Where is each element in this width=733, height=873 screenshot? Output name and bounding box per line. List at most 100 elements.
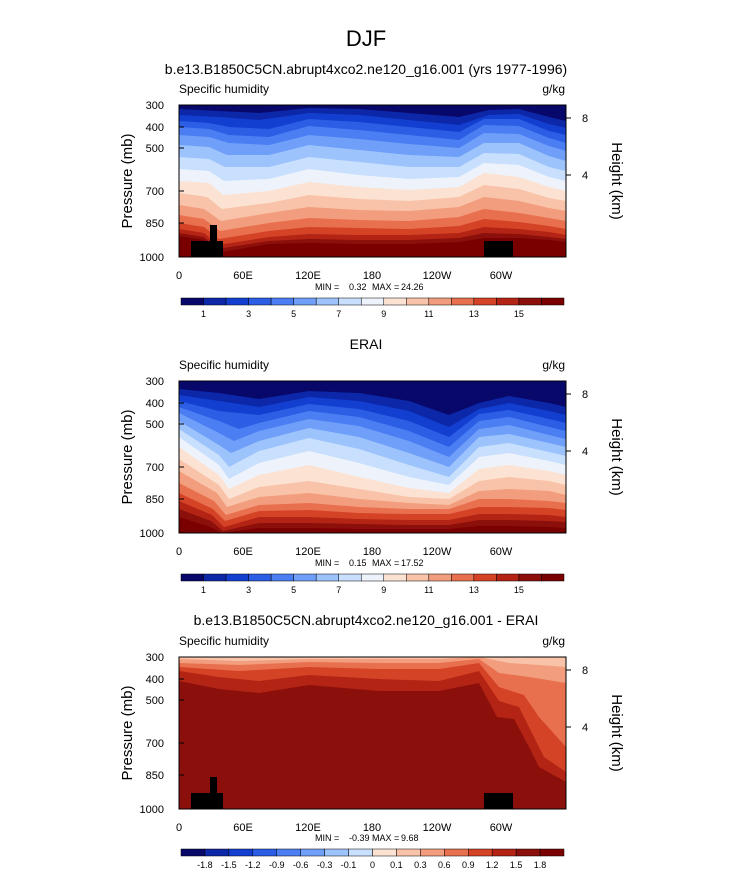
y-axis-label: Pressure (mb) (119, 409, 136, 504)
max-value: 9.68 (401, 833, 419, 843)
topography-block (191, 793, 223, 809)
y2tick-4: 4 (582, 722, 588, 734)
xtick-180: 180 (363, 822, 381, 834)
colorbar-label: -1.8 (197, 860, 213, 870)
colorbar-label: -0.3 (317, 860, 333, 870)
colorbar-box (372, 848, 397, 857)
plot-area (178, 656, 567, 810)
colorbar-box (539, 848, 565, 857)
colorbar-label: -1.5 (221, 860, 237, 870)
ytick-1000: 1000 (140, 528, 164, 540)
y-ticks: 300 400 500 700 850 1000 (140, 652, 184, 816)
right-label: g/kg (542, 634, 565, 648)
ytick-300: 300 (146, 376, 164, 388)
xtick-60w: 60W (490, 270, 513, 282)
colorbar-box (451, 573, 475, 582)
colorbar-label: 1 (201, 585, 206, 595)
ytick-700: 700 (146, 186, 164, 198)
right-label: g/kg (542, 358, 565, 372)
colorbar-box (406, 573, 430, 582)
colorbar-box (293, 297, 317, 306)
colorbar-label: -0.6 (293, 860, 309, 870)
x-ticks: 0 60E 120E 180 120W 60W (176, 270, 513, 282)
y2-ticks: 8 4 (566, 389, 588, 458)
colorbar-box (225, 297, 249, 306)
colorbar-label: 1.5 (510, 860, 523, 870)
panel-erai: ERAI Specific humidity g/kg 300 400 500 … (119, 336, 625, 595)
y2tick-4: 4 (582, 446, 588, 458)
colorbar-label: 0.6 (438, 860, 451, 870)
colorbar-box (203, 573, 227, 582)
colorbar-box (348, 848, 373, 857)
xtick-120w: 120W (423, 270, 452, 282)
colorbar: 1 3 5 7 9 11 13 15 (180, 573, 565, 595)
y-ticks: 300 400 500 700 850 1000 (140, 100, 184, 264)
colorbar-box (473, 297, 497, 306)
colorbar-label: 13 (469, 309, 479, 319)
panel-title: b.e13.B1850C5CN.abrupt4xco2.ne120_g16.00… (165, 61, 567, 77)
y2tick-8: 8 (582, 389, 588, 401)
min-label: MIN = (315, 833, 339, 843)
colorbar-box (515, 848, 541, 857)
colorbar-box (473, 573, 497, 582)
y2-axis-label: Height (km) (608, 694, 625, 772)
min-label: MIN = (315, 282, 339, 292)
colorbar-box (228, 848, 254, 857)
colorbar-label: -0.1 (341, 860, 357, 870)
colorbar-label: -1.2 (245, 860, 261, 870)
xtick-0: 0 (176, 546, 182, 558)
colorbar-box (496, 573, 520, 582)
y2tick-8: 8 (582, 113, 588, 125)
max-value: 17.52 (401, 558, 424, 568)
colorbar-label: 0 (370, 860, 375, 870)
xtick-60e: 60E (233, 546, 253, 558)
panel-model: b.e13.B1850C5CN.abrupt4xco2.ne120_g16.00… (119, 61, 625, 319)
colorbar-label: 11 (424, 309, 433, 319)
colorbar-box (338, 573, 362, 582)
topography (191, 777, 513, 809)
xtick-120e: 120E (295, 822, 321, 834)
x-ticks: 0 60E 120E 180 120W 60W (176, 546, 513, 558)
ytick-1000: 1000 (140, 804, 164, 816)
xtick-60w: 60W (490, 822, 513, 834)
colorbar-box (293, 573, 317, 582)
colorbar-box (383, 297, 407, 306)
y-ticks: 300 400 500 700 850 1000 (140, 376, 184, 540)
colorbar-box (451, 297, 475, 306)
y2-axis-label: Height (km) (608, 142, 625, 220)
topography-block (191, 241, 223, 257)
colorbar-box (203, 297, 227, 306)
y2-ticks: 8 4 (566, 665, 588, 734)
xtick-180: 180 (363, 546, 381, 558)
min-max: MIN = -0.39 MAX = 9.68 (315, 833, 419, 843)
colorbar-box (270, 573, 294, 582)
xtick-180: 180 (363, 270, 381, 282)
contour-bands (179, 381, 566, 533)
panel-title: ERAI (350, 336, 383, 352)
ytick-700: 700 (146, 462, 164, 474)
xtick-0: 0 (176, 822, 182, 834)
colorbar-box (360, 297, 385, 306)
colorbar-box (428, 297, 452, 306)
max-label: MAX = (372, 282, 399, 292)
min-value: 0.15 (349, 558, 367, 568)
colorbar-label: 7 (336, 585, 341, 595)
colorbar-label: 11 (424, 585, 433, 595)
max-value: 24.26 (401, 282, 424, 292)
contour-band (179, 236, 566, 257)
topography-block (484, 241, 513, 257)
topography (191, 225, 513, 257)
colorbar-box (180, 848, 206, 857)
colorbar-box (541, 573, 565, 582)
ytick-500: 500 (146, 695, 164, 707)
plot-frame (178, 104, 567, 258)
y-axis-label: Pressure (mb) (119, 685, 136, 780)
ytick-400: 400 (146, 122, 164, 134)
ytick-500: 500 (146, 419, 164, 431)
y2tick-8: 8 (582, 665, 588, 677)
topography-spike (210, 777, 217, 795)
topography-block (484, 793, 513, 809)
colorbar-box (518, 573, 542, 582)
colorbar-label: 3 (246, 309, 251, 319)
colorbar-label: 15 (514, 309, 524, 319)
